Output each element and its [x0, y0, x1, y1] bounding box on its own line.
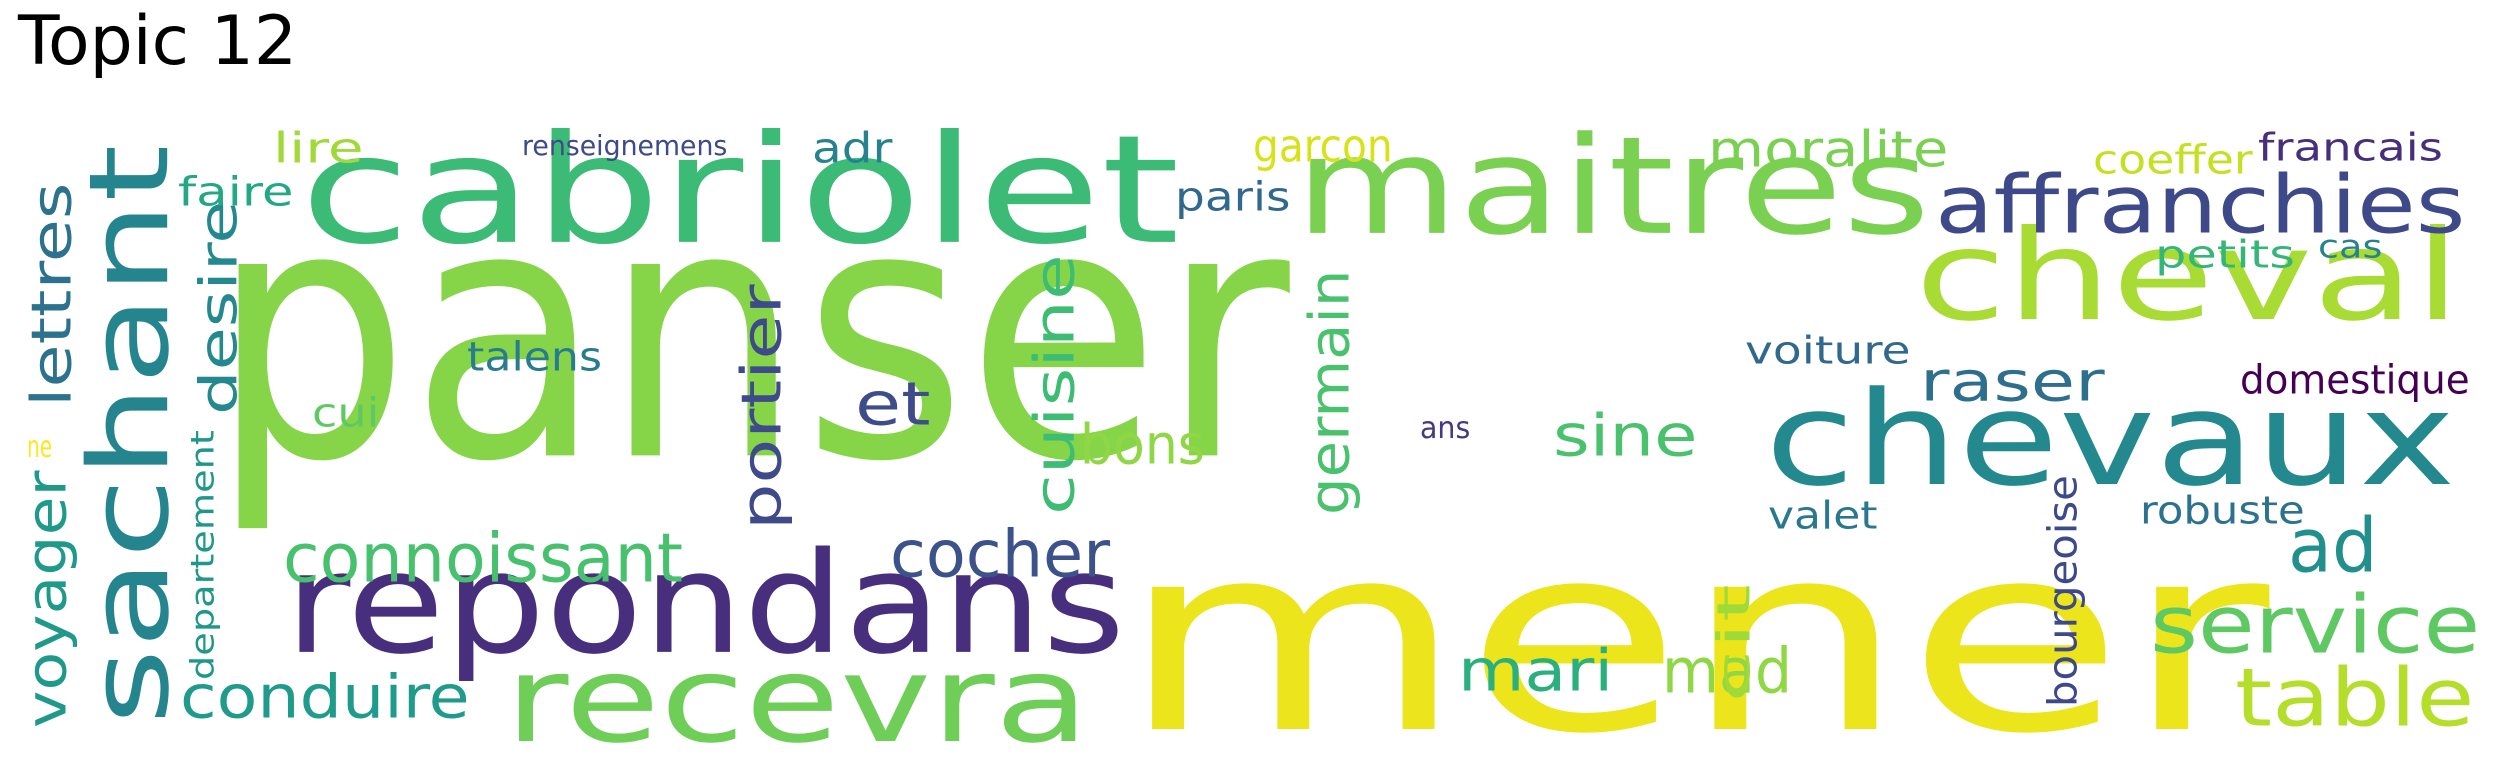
cloud-word: robuste: [2140, 489, 2305, 534]
cloud-word: cabriolet: [300, 102, 1180, 278]
cloud-word: paris: [1175, 173, 1291, 221]
cloud-word: cas: [2318, 228, 2383, 267]
cloud-word: conduire: [180, 662, 470, 733]
cloud-word: sachant: [65, 144, 194, 726]
cloud-word: chevaux: [1765, 364, 2456, 516]
cloud-word: lire: [273, 124, 364, 174]
cloud-word: talens: [467, 333, 603, 381]
cloud-word: maitres: [1295, 108, 1931, 266]
cloud-word: ans: [1420, 409, 1471, 446]
cloud-word: cheval: [1915, 204, 2461, 350]
cloud-word: cit: [1708, 583, 1762, 703]
cloud-word: renseignemens: [522, 129, 728, 163]
cloud-word: desire: [188, 200, 250, 415]
cloud-word: coeffer: [2093, 136, 2253, 184]
cloud-word: recevra: [505, 629, 1090, 764]
cloud-word: connoissant: [283, 519, 683, 599]
cloud-word: cuisine: [1023, 254, 1088, 515]
cloud-word: domestique: [2240, 356, 2470, 404]
cloud-word: lettres: [20, 182, 85, 407]
page-title: Topic 12: [18, 2, 298, 81]
cloud-word: table: [2235, 650, 2475, 745]
cloud-word: raser: [1920, 350, 2105, 415]
cloud-word: bourgeoise: [2039, 475, 2087, 707]
cloud-word: service: [2150, 577, 2481, 672]
cloud-word: francais: [2258, 126, 2443, 171]
cloud-word: ad: [2288, 501, 2378, 590]
cloud-word: affranchies: [1935, 157, 2466, 252]
cloud-word: sine: [1553, 401, 1698, 470]
cloud-word: germain: [1298, 269, 1363, 515]
cloud-word: mari: [1458, 636, 1614, 705]
cloud-word: faire: [178, 168, 294, 216]
cloud-word: garcon: [1253, 120, 1393, 174]
cloud-word: petits: [2155, 233, 2295, 278]
cloud-word: voyager: [15, 470, 80, 728]
cloud-word: mad: [1662, 634, 1793, 708]
cloud-word: et: [855, 369, 931, 440]
cloud-word: repondans: [285, 523, 1126, 686]
cloud-word: panser: [210, 130, 1290, 539]
cloud-word: cui: [312, 389, 380, 437]
cloud-word: valet: [1768, 494, 1878, 539]
cloud-word: portier: [730, 284, 795, 530]
cloud-word: cocher: [890, 515, 1111, 593]
cloud-word: ne: [27, 428, 53, 465]
cloud-word: mener: [1120, 488, 2270, 764]
cloud-word: adr: [812, 124, 893, 174]
cloud-word: voiture: [1745, 329, 1911, 374]
cloud-word: bons: [1080, 413, 1205, 478]
cloud-word: moralite: [1708, 120, 1949, 180]
cloud-word: departement: [184, 430, 223, 680]
